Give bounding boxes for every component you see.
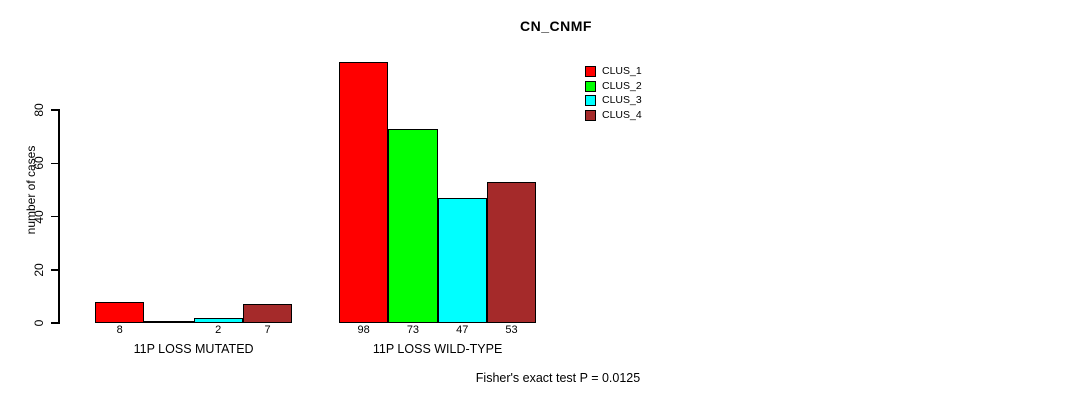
legend-label: CLUS_4 [602, 109, 642, 122]
y-tick-label: 0 [32, 319, 46, 327]
legend-row-clus_2: CLUS_2 [585, 79, 642, 92]
bar-clus_3 [437, 197, 487, 323]
legend-row-clus_1: CLUS_1 [585, 65, 642, 78]
y-tick-label: 60 [32, 156, 46, 170]
legend-label: CLUS_1 [602, 65, 642, 78]
legend-swatch-clus_1 [585, 66, 596, 78]
legend-swatch-clus_4 [585, 110, 596, 122]
bar-count-label: 47 [456, 324, 469, 336]
bar-clus_4 [486, 181, 537, 323]
bar-count-label: 7 [264, 324, 271, 336]
legend-label: CLUS_3 [602, 94, 642, 107]
y-tick-label: 80 [32, 103, 46, 117]
bar-count-label: 98 [357, 324, 370, 336]
y-tick-label: 40 [32, 209, 46, 224]
legend-label: CLUS_2 [602, 79, 642, 92]
fisher-test-annotation: Fisher's exact test P = 0.0125 [475, 371, 641, 385]
x-category-label: 11P LOSS MUTATED [133, 342, 254, 356]
chart-title: CN_CNMF [520, 18, 592, 34]
legend: CLUS_1 CLUS_2 CLUS_3 CLUS_4 [585, 66, 642, 125]
legend-row-clus_4: CLUS_4 [585, 109, 642, 122]
bar-clus_2-zero [144, 321, 194, 323]
y-tick-label: 20 [32, 263, 46, 277]
bar-count-label: 73 [406, 324, 420, 336]
bar-clus_4 [242, 304, 293, 323]
y-tick-mark [51, 162, 59, 164]
bar-clus_3 [193, 317, 243, 323]
legend-row-clus_3: CLUS_3 [585, 94, 642, 107]
y-tick-mark [51, 322, 59, 324]
bar-count-label: 8 [116, 324, 123, 336]
y-tick-mark [51, 109, 59, 111]
y-tick-mark [51, 269, 59, 271]
legend-swatch-clus_2 [585, 80, 596, 92]
bar-count-label: 2 [215, 324, 222, 336]
legend-swatch-clus_3 [585, 95, 596, 107]
bar-count-label: 53 [505, 324, 518, 336]
bar-clus_2 [388, 128, 438, 323]
x-category-label: 11P LOSS WILD-TYPE [372, 342, 503, 356]
y-tick-mark [51, 215, 59, 218]
bar-clus_1 [339, 62, 389, 323]
bar-clus_1 [95, 301, 145, 323]
